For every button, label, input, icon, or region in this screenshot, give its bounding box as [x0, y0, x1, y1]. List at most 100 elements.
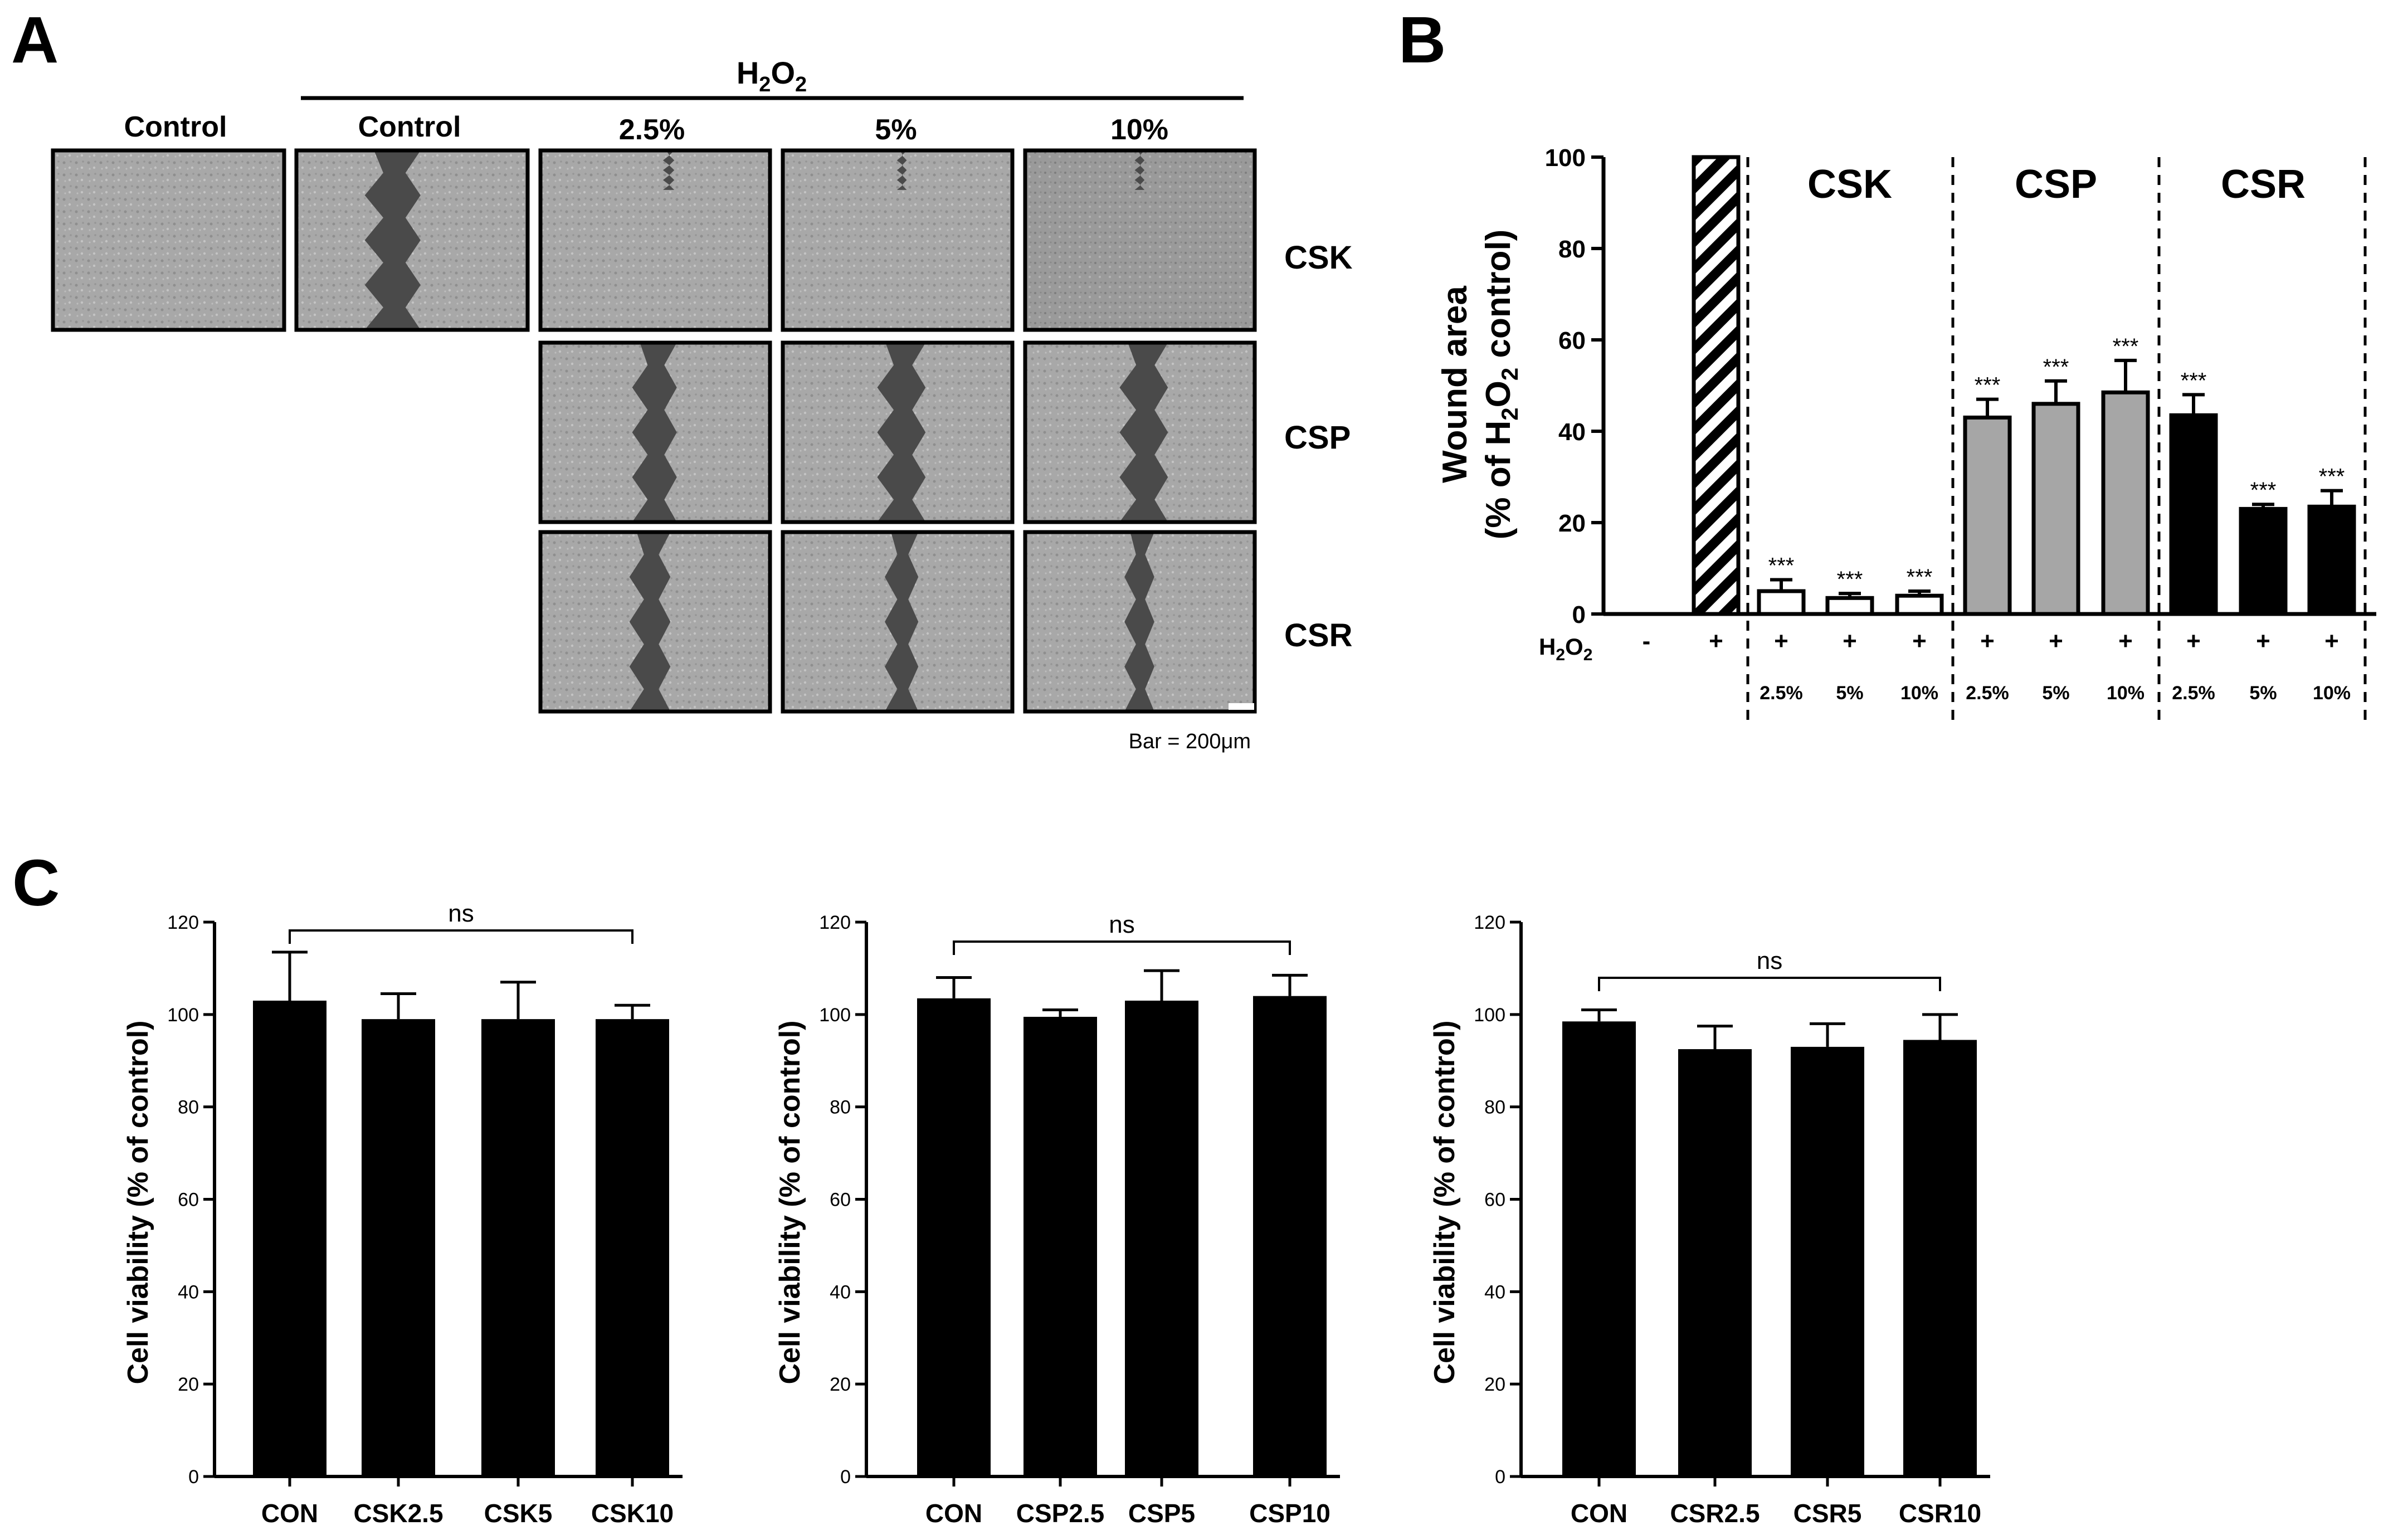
- y-axis-label-line1: Wound area: [1436, 286, 1474, 483]
- y-axis-label: Wound area (% of H2O2 control): [1436, 230, 1523, 539]
- y-tick-label: 40: [178, 1281, 199, 1303]
- viability-chart-csp: 0 20 40 60 80 100 120 Cell viability (% of cont…: [774, 911, 1340, 1528]
- micrograph: [538, 530, 772, 714]
- bar: [1125, 1000, 1198, 1476]
- column-labels: Control Control 2.5% 5% 10%: [124, 111, 1168, 146]
- concentration-label: 5%: [1836, 683, 1863, 704]
- column-label: 5%: [875, 114, 917, 146]
- viability-chart-csr: 0 20 40 60 80 100 120 Cell viability (% of cont…: [1429, 912, 1990, 1528]
- micrograph-frame: [538, 530, 772, 714]
- panel-letter-a: A: [11, 3, 59, 77]
- micrograph-frame: [294, 148, 530, 332]
- y-axis-label-line2: (% of H2O2 control): [1479, 230, 1523, 539]
- h2o2-sign: -: [1643, 627, 1651, 655]
- concentration-label: 2.5%: [2172, 683, 2215, 704]
- y-tick-label: 60: [830, 1190, 851, 1211]
- y-axis-label: Cell viability (% of control): [774, 1021, 806, 1385]
- viability-chart-csk: 0 20 40 60 80 100 120 Cell viability (% of cont…: [122, 900, 683, 1528]
- bar: [1895, 593, 1944, 616]
- micrograph: [294, 148, 530, 332]
- bar: [2239, 506, 2288, 616]
- svg-text:H2O2: H2O2: [737, 55, 807, 96]
- bar: [1825, 596, 1874, 616]
- micrograph: [1023, 340, 1257, 524]
- h2o2-sign: +: [2049, 627, 2063, 655]
- h2o2-row-part: H: [1539, 633, 1556, 660]
- y-tick-label: 60: [178, 1190, 199, 1211]
- row-label: CSR: [1284, 617, 1352, 654]
- bar: [596, 1019, 669, 1476]
- micrograph: [781, 148, 1015, 332]
- x-tick-label: CON: [925, 1499, 982, 1528]
- bar: [481, 1019, 555, 1476]
- y-tick-label: 20: [830, 1374, 851, 1395]
- y-axis-label-part: O: [1479, 381, 1518, 407]
- micrograph-grid: [51, 148, 1257, 714]
- y-tick-label: 100: [167, 1005, 199, 1026]
- significance-label: ns: [448, 900, 474, 927]
- y-axis-label: Cell viability (% of control): [122, 1021, 154, 1385]
- h2o2-row-sub: 2: [1556, 646, 1565, 664]
- y-tick-label: 120: [819, 912, 851, 933]
- h2o2-row-part: O: [1565, 633, 1583, 660]
- bar: [1692, 155, 1741, 616]
- x-tick-label: CSR5: [1793, 1499, 1862, 1528]
- y-tick-label: 20: [1484, 1374, 1505, 1395]
- wound-gap: [896, 150, 907, 190]
- significance-label: ns: [1109, 911, 1134, 938]
- column-label: Control: [124, 111, 227, 143]
- micrograph-frame: [51, 148, 286, 332]
- y-tick-label: 80: [830, 1097, 851, 1118]
- row-labels: CSK CSP CSR: [1284, 240, 1353, 654]
- significance-label: ***: [1907, 565, 1933, 589]
- bar: [362, 1019, 435, 1476]
- micrograph-cells: [540, 150, 770, 330]
- wound-gap: [364, 150, 421, 330]
- bar: [2169, 413, 2218, 616]
- h2o2-row-sub: 2: [1583, 646, 1593, 664]
- y-tick-label: 120: [167, 912, 199, 933]
- micrograph-frame: [781, 340, 1015, 524]
- h2o2-sign: +: [1709, 627, 1723, 655]
- micrograph-frame: [781, 148, 1015, 332]
- concentration-label: 10%: [2107, 683, 2145, 704]
- y-tick-label: 40: [830, 1281, 851, 1303]
- group-label: CSP: [2015, 162, 2097, 207]
- h2o2-sign: +: [1980, 627, 1995, 655]
- significance-label: ***: [2181, 368, 2207, 393]
- significance-label: ***: [2250, 478, 2277, 503]
- y-tick-label: 100: [819, 1005, 851, 1026]
- bar: [2307, 504, 2356, 616]
- y-tick-label: 100: [1474, 1005, 1505, 1026]
- concentration-label: 10%: [1900, 683, 1938, 704]
- micrograph: [538, 148, 772, 332]
- y-tick-label: 0: [1495, 1466, 1505, 1488]
- y-tick-label: 100: [1545, 144, 1586, 172]
- h2o2-sign: +: [1774, 627, 1788, 655]
- significance-bracket: [953, 940, 1291, 955]
- wound-gap: [662, 150, 675, 190]
- bar: [917, 998, 991, 1476]
- concentration-label: 10%: [2313, 683, 2351, 704]
- x-tick-label: CON: [261, 1499, 318, 1528]
- row-label: CSK: [1284, 240, 1353, 276]
- y-tick-label: 0: [188, 1466, 199, 1488]
- y-tick-label: 0: [840, 1466, 851, 1488]
- x-tick-label: CSP10: [1249, 1499, 1330, 1528]
- significance-label: ***: [1837, 567, 1863, 592]
- column-label: 2.5%: [619, 114, 685, 146]
- wound-gap: [1124, 532, 1154, 711]
- y-axis-label-sub: 2: [1497, 368, 1523, 381]
- wound-gap: [877, 343, 926, 522]
- significance-label: ***: [2319, 465, 2345, 489]
- group-label: CSK: [1807, 162, 1892, 207]
- significance-label: ***: [1768, 554, 1795, 578]
- panel-c: C 0 20 40 60 80 100 120 Cell viability (% of co…: [12, 846, 1990, 1528]
- significance-label: ***: [2113, 334, 2139, 359]
- x-tick-label: CSK5: [484, 1499, 553, 1528]
- significance-bracket: [289, 929, 633, 944]
- y-tick-label: 80: [1484, 1097, 1505, 1118]
- y-tick-label: 20: [178, 1374, 199, 1395]
- column-label: 10%: [1110, 114, 1168, 146]
